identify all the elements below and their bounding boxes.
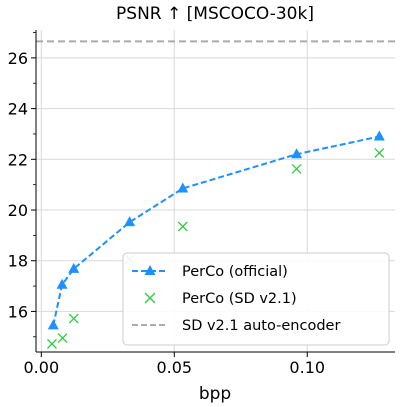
x-tick-label: 0.00 bbox=[24, 358, 60, 377]
perco-official-point bbox=[68, 262, 80, 273]
perco-official-point bbox=[373, 130, 385, 141]
legend-box bbox=[122, 252, 390, 346]
perco-sd-point bbox=[68, 313, 79, 324]
perco-official-point bbox=[124, 216, 136, 227]
x-axis-label: bpp bbox=[199, 384, 231, 404]
series-layer bbox=[46, 130, 385, 349]
y-tick-label: 16 bbox=[8, 302, 28, 321]
perco-sd-point bbox=[57, 333, 68, 344]
perco-sd-point bbox=[374, 148, 385, 158]
legend-label-perco-sd: PerCo (SD v2.1) bbox=[182, 291, 297, 307]
perco-sd-point bbox=[177, 221, 188, 232]
legend-label-autoencoder: SD v2.1 auto-encoder bbox=[182, 318, 340, 334]
x-ticks: 0.00 0.05 0.10 bbox=[24, 352, 325, 377]
y-tick-label: 24 bbox=[8, 100, 28, 119]
y-tick-label: 20 bbox=[8, 201, 28, 220]
perco-sd-point-stroke bbox=[68, 313, 79, 324]
y-tick-label: 18 bbox=[8, 252, 28, 271]
axes bbox=[35, 30, 395, 353]
grid bbox=[36, 30, 395, 352]
x-tick-label: 0.05 bbox=[156, 358, 192, 377]
legend-label-perco-official: PerCo (official) bbox=[182, 264, 288, 280]
chart-title: PSNR ↑ [MSCOCO-30k] bbox=[116, 4, 314, 24]
legend-marker-perco-sd bbox=[144, 292, 156, 304]
legend: PerCo (official) PerCo (SD v2.1) SD v2.1… bbox=[122, 252, 390, 346]
perco-sd-point-stroke bbox=[46, 338, 57, 349]
perco-official-point bbox=[47, 319, 59, 330]
perco-sd-point-stroke bbox=[291, 163, 302, 174]
y-tick-label: 26 bbox=[8, 49, 28, 68]
legend-marker-perco-official bbox=[144, 265, 156, 275]
perco-sd-point-stroke bbox=[177, 221, 188, 232]
perco-official-point bbox=[56, 278, 68, 289]
x-tick-label: 0.10 bbox=[289, 358, 325, 377]
perco-sd-point bbox=[46, 338, 57, 349]
y-tick-label: 22 bbox=[8, 150, 28, 169]
perco-sd-point-stroke bbox=[374, 148, 385, 158]
y-ticks: 16 18 20 22 24 26 bbox=[8, 32, 36, 338]
perco-sd-point-stroke bbox=[57, 333, 68, 344]
perco-official-point bbox=[177, 182, 189, 193]
perco-official-point bbox=[291, 148, 303, 159]
perco-sd-point bbox=[291, 163, 302, 174]
